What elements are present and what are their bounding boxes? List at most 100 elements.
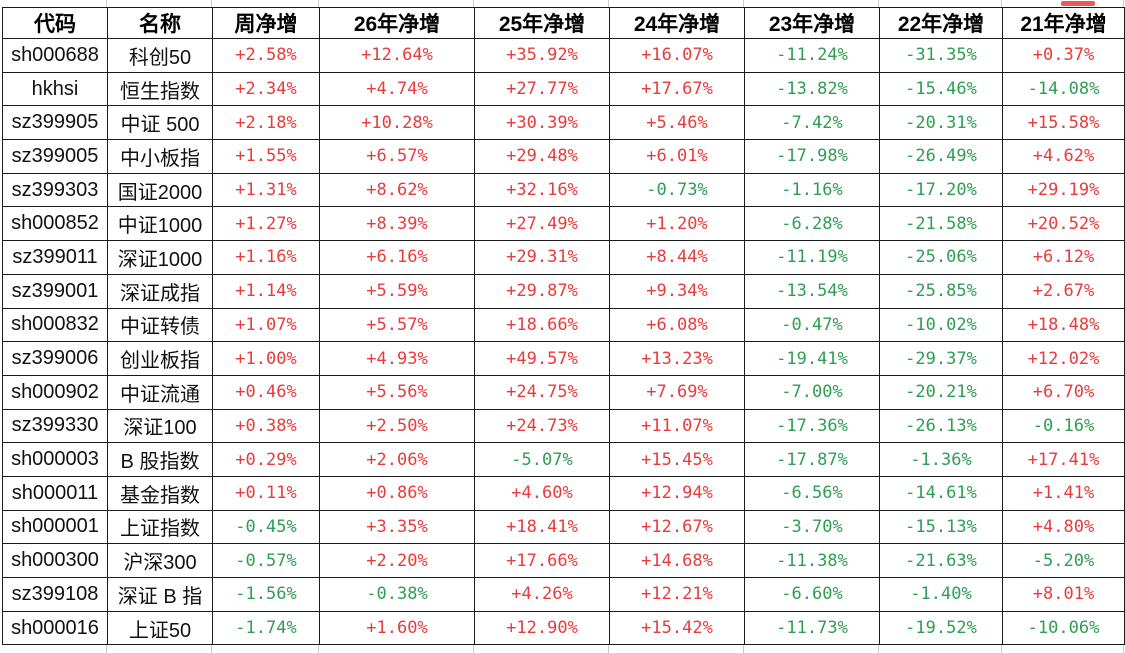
value-cell: -0.57% <box>212 543 320 578</box>
gridline-cell <box>609 0 744 7</box>
partial-row-below <box>2 645 1124 653</box>
value-cell: +3.35% <box>319 509 475 545</box>
value-cell: -25.85% <box>879 273 1003 309</box>
value-cell: +8.39% <box>319 206 475 242</box>
table-row[interactable]: sh000300 沪深300 -0.57% +2.20% +17.66% +14.68% -… <box>2 543 1125 578</box>
value-cell: -7.00% <box>744 374 880 410</box>
code-cell: sh000852 <box>2 206 108 242</box>
header-row: 代码 名称 周净增 26年净增 25年净增 24年净增 23年净增 22年净增 … <box>2 7 1125 39</box>
value-cell: +12.90% <box>474 610 610 646</box>
gridline-cell <box>609 645 744 653</box>
name-cell: 中证流通 <box>107 374 213 410</box>
table-row[interactable]: sh000832 中证转债 +1.07% +5.57% +18.66% +6.08% -0.… <box>2 307 1125 343</box>
name-cell: 深证成指 <box>107 273 213 309</box>
table-row[interactable]: sz399905 中证 500 +2.18% +10.28% +30.39% +5.46%… <box>2 105 1125 141</box>
value-cell: -10.06% <box>1002 610 1125 646</box>
value-cell: +17.67% <box>609 71 745 107</box>
header-y25-gain[interactable]: 25年净增 <box>474 7 610 39</box>
code-cell: sh000902 <box>2 374 108 410</box>
value-cell: +18.41% <box>474 509 610 545</box>
value-cell: -14.08% <box>1002 71 1125 107</box>
header-y23-gain[interactable]: 23年净增 <box>744 7 880 39</box>
gridline-cell <box>744 645 879 653</box>
value-cell: -7.42% <box>744 105 880 141</box>
header-y26-gain[interactable]: 26年净增 <box>319 7 475 39</box>
value-cell: +35.92% <box>474 38 610 73</box>
value-cell: +6.08% <box>609 307 745 343</box>
table-row[interactable]: sz399108 深证 B 指 -1.56% -0.38% +4.26% +12.21% -… <box>2 577 1125 612</box>
header-week-gain[interactable]: 周净增 <box>212 7 320 39</box>
value-cell: +4.62% <box>1002 139 1125 174</box>
value-cell: +2.67% <box>1002 273 1125 309</box>
value-cell: -20.31% <box>879 105 1003 141</box>
value-cell: +14.68% <box>609 543 745 578</box>
name-cell: 沪深300 <box>107 543 213 578</box>
value-cell: -11.19% <box>744 240 880 275</box>
table-row[interactable]: sz399011 深证1000 +1.16% +6.16% +29.31% +8.44% -… <box>2 240 1125 275</box>
value-cell: -0.45% <box>212 509 320 545</box>
value-cell: +24.73% <box>474 408 610 444</box>
value-cell: +4.80% <box>1002 509 1125 545</box>
header-y24-gain[interactable]: 24年净增 <box>609 7 745 39</box>
value-cell: +29.31% <box>474 240 610 275</box>
code-cell: sz399330 <box>2 408 108 444</box>
value-cell: -11.38% <box>744 543 880 578</box>
table-row[interactable]: sh000003 B 股指数 +0.29% +2.06% -5.07% +15.45% -1… <box>2 442 1125 477</box>
gridline-cell <box>319 645 474 653</box>
table-row[interactable]: sz399330 深证100 +0.38% +2.50% +24.73% +11.07% -… <box>2 408 1125 444</box>
value-cell: +1.16% <box>212 240 320 275</box>
table-row[interactable]: hkhsi 恒生指数 +2.34% +4.74% +27.77% +17.67% -13.8… <box>2 71 1125 107</box>
table-row[interactable]: sh000852 中证1000 +1.27% +8.39% +27.49% +1.20% -… <box>2 206 1125 242</box>
table-row[interactable]: sh000688 科创50 +2.58% +12.64% +35.92% +16.07% -… <box>2 38 1125 73</box>
table-row[interactable]: sh000001 上证指数 -0.45% +3.35% +18.41% +12.67% -3… <box>2 509 1125 545</box>
value-cell: +1.14% <box>212 273 320 309</box>
value-cell: +29.87% <box>474 273 610 309</box>
code-cell: sh000011 <box>2 475 108 511</box>
value-cell: +1.60% <box>319 610 475 646</box>
value-cell: +16.07% <box>609 38 745 73</box>
value-cell: -1.56% <box>212 577 320 612</box>
value-cell: -0.73% <box>609 172 745 208</box>
value-cell: +2.06% <box>319 442 475 477</box>
value-cell: +15.45% <box>609 442 745 477</box>
code-cell: sh000003 <box>2 442 108 477</box>
value-cell: +12.67% <box>609 509 745 545</box>
value-cell: +2.50% <box>319 408 475 444</box>
value-cell: -1.16% <box>744 172 880 208</box>
table-row[interactable]: sh000902 中证流通 +0.46% +5.56% +24.75% +7.69% -7.… <box>2 374 1125 410</box>
header-y22-gain[interactable]: 22年净增 <box>879 7 1003 39</box>
value-cell: +4.93% <box>319 341 475 376</box>
value-cell: +13.23% <box>609 341 745 376</box>
table-row[interactable]: sh000011 基金指数 +0.11% +0.86% +4.60% +12.94% -6.… <box>2 475 1125 511</box>
value-cell: +6.57% <box>319 139 475 174</box>
value-cell: +8.44% <box>609 240 745 275</box>
value-cell: +18.48% <box>1002 307 1125 343</box>
table-row[interactable]: sz399006 创业板指 +1.00% +4.93% +49.57% +13.23% -1… <box>2 341 1125 376</box>
table-row[interactable]: sz399005 中小板指 +1.55% +6.57% +29.48% +6.01% -17… <box>2 139 1125 174</box>
value-cell: +29.48% <box>474 139 610 174</box>
value-cell: -0.47% <box>744 307 880 343</box>
value-cell: +0.86% <box>319 475 475 511</box>
header-code[interactable]: 代码 <box>2 7 108 39</box>
value-cell: +20.52% <box>1002 206 1125 242</box>
value-cell: -19.41% <box>744 341 880 376</box>
value-cell: +0.46% <box>212 374 320 410</box>
clipped-value-fragment <box>1061 1 1095 6</box>
table-row[interactable]: sz399303 国证2000 +1.31% +8.62% +32.16% -0.73% -… <box>2 172 1125 208</box>
table-row[interactable]: sh000016 上证50 -1.74% +1.60% +12.90% +15.42% -1… <box>2 610 1125 646</box>
table-row[interactable]: sz399001 深证成指 +1.14% +5.59% +29.87% +9.34% -13… <box>2 273 1125 309</box>
gridline-cell <box>107 0 212 7</box>
code-cell: sh000832 <box>2 307 108 343</box>
value-cell: -0.38% <box>319 577 475 612</box>
value-cell: +30.39% <box>474 105 610 141</box>
value-cell: -1.36% <box>879 442 1003 477</box>
name-cell: 中证1000 <box>107 206 213 242</box>
value-cell: -26.49% <box>879 139 1003 174</box>
header-y21-gain[interactable]: 21年净增 <box>1002 7 1125 39</box>
header-name[interactable]: 名称 <box>107 7 213 39</box>
value-cell: -10.02% <box>879 307 1003 343</box>
value-cell: -17.20% <box>879 172 1003 208</box>
index-performance-table: 代码 名称 周净增 26年净增 25年净增 24年净增 23年净增 22年净增 … <box>2 7 1125 646</box>
value-cell: -31.35% <box>879 38 1003 73</box>
value-cell: -17.87% <box>744 442 880 477</box>
